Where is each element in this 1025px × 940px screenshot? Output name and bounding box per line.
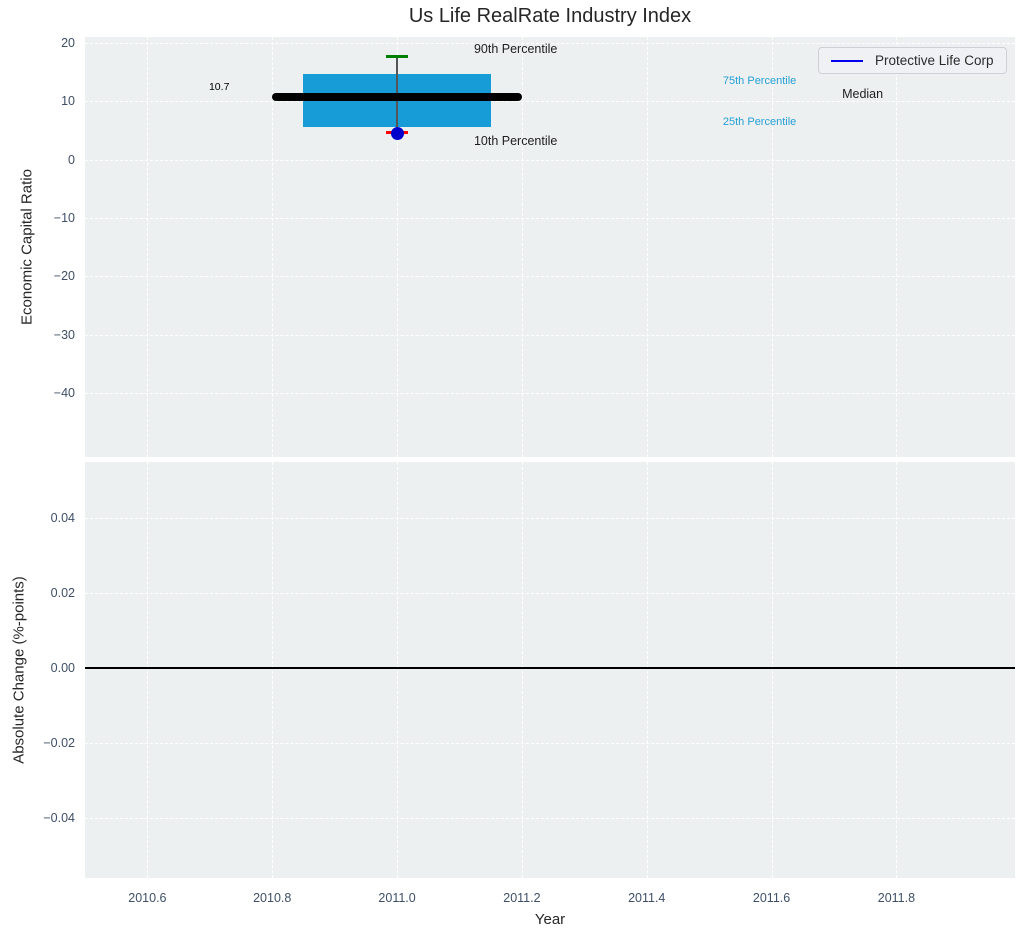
gridline-vertical xyxy=(147,462,149,878)
x-tick-label: 2011.2 xyxy=(503,891,541,905)
gridline-vertical xyxy=(272,462,274,878)
p10-label: 10th Percentile xyxy=(473,133,558,148)
x-axis-label: Year xyxy=(534,911,566,928)
legend: Protective Life Corp xyxy=(818,47,1007,74)
x-tick-label: 2011.8 xyxy=(877,891,916,905)
p90-whisker-cap xyxy=(385,55,409,59)
gridline-horizontal xyxy=(85,593,1015,595)
x-tick-label: 2011.6 xyxy=(752,891,791,905)
y-tick-label: −40 xyxy=(53,385,75,400)
y-axis-label-top: Economic Capital Ratio xyxy=(18,169,36,325)
y-tick-label: −20 xyxy=(53,269,75,284)
zero-line xyxy=(85,667,1015,670)
gridline-vertical xyxy=(397,462,399,878)
gridline-vertical xyxy=(896,37,898,457)
y-tick-label: −0.02 xyxy=(43,736,75,751)
gridline-horizontal xyxy=(85,818,1015,820)
median-label: Median xyxy=(842,87,884,102)
chart-title: Us Life RealRate Industry Index xyxy=(408,5,692,27)
gridline-vertical xyxy=(896,462,898,878)
company-point-marker xyxy=(390,126,404,140)
y-tick-label: 0.04 xyxy=(50,511,75,526)
gridline-vertical xyxy=(397,37,399,457)
y-tick-label: 0.00 xyxy=(50,661,75,676)
plot-area-bottom: 2010.6 2010.8 2011.0 2011.2 2011.4 2011.6 2011… xyxy=(43,462,1015,905)
gridline-horizontal xyxy=(85,334,1015,336)
gridline-vertical xyxy=(771,37,773,457)
y-tick-label: −0.04 xyxy=(43,811,75,826)
p90-label: 90th Percentile xyxy=(473,42,558,57)
median-line xyxy=(272,93,522,102)
x-tick-label: 2010.6 xyxy=(128,891,167,905)
y-tick-label: −10 xyxy=(53,210,75,225)
y-tick-label: 0 xyxy=(68,152,75,167)
gridline-vertical xyxy=(272,37,274,457)
gridline-horizontal xyxy=(85,392,1015,394)
x-tick-label: 2011.4 xyxy=(628,891,666,905)
gridline-horizontal xyxy=(85,159,1015,161)
x-tick-label: 2010.8 xyxy=(253,891,292,905)
y-tick-label: 0.02 xyxy=(50,586,75,601)
gridline-horizontal xyxy=(85,217,1015,219)
gridline-vertical xyxy=(646,462,648,878)
gridline-vertical xyxy=(147,37,149,457)
median-value-label: 10.7 xyxy=(208,81,230,94)
y-tick-label: 20 xyxy=(61,35,75,50)
gridline-horizontal xyxy=(85,743,1015,745)
gridline-vertical xyxy=(646,37,648,457)
gridline-vertical xyxy=(521,37,523,457)
gridline-horizontal xyxy=(85,518,1015,520)
gridline-horizontal xyxy=(85,276,1015,278)
y-tick-label: 10 xyxy=(61,94,75,109)
y-axis-label-bottom: Absolute Change (%-points) xyxy=(10,576,28,764)
x-tick-label: 2011.0 xyxy=(378,891,416,905)
legend-label: Protective Life Corp xyxy=(875,53,994,68)
plot-area-top: 20 10 0 −10 −20 −30 −40 10.7 90th Percentile 10th… xyxy=(54,36,1015,457)
gridline-horizontal xyxy=(85,42,1015,44)
legend-line-swatch xyxy=(831,59,863,62)
y-tick-label: −30 xyxy=(53,327,75,342)
gridline-vertical xyxy=(521,462,523,878)
gridline-vertical xyxy=(771,462,773,878)
p75-label: 75th Percentile xyxy=(722,74,797,87)
gridline-horizontal xyxy=(85,101,1015,103)
p25-label: 25th Percentile xyxy=(722,116,797,129)
